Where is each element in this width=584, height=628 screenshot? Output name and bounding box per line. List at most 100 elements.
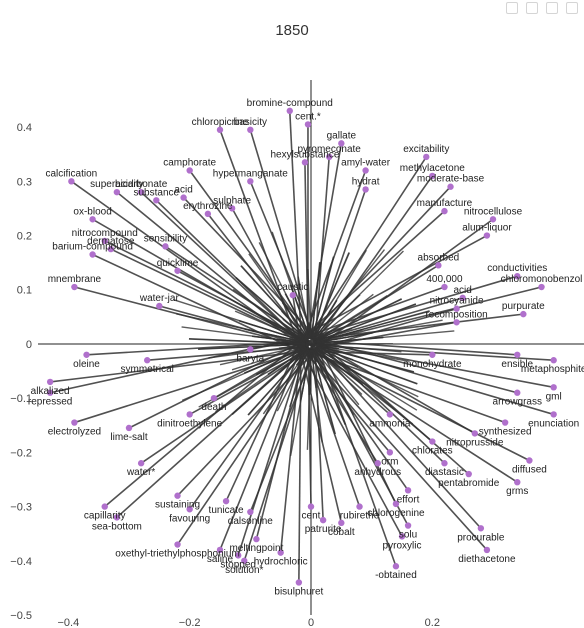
data-point[interactable]	[429, 351, 436, 358]
data-point[interactable]	[235, 552, 242, 559]
data-point[interactable]	[483, 232, 491, 239]
data-point[interactable]	[46, 378, 54, 386]
data-point[interactable]	[113, 188, 121, 196]
data-point[interactable]	[338, 140, 345, 147]
data-point[interactable]	[137, 460, 145, 467]
data-point[interactable]	[216, 126, 224, 134]
point-label: amyl-water	[341, 157, 391, 168]
data-point[interactable]	[174, 541, 181, 548]
data-point[interactable]	[514, 478, 521, 486]
spoke-line	[311, 349, 336, 435]
data-point[interactable]	[423, 153, 430, 161]
data-point[interactable]	[295, 579, 303, 586]
data-point[interactable]	[501, 419, 509, 426]
data-point[interactable]	[362, 167, 369, 174]
data-point[interactable]	[71, 283, 78, 291]
data-point[interactable]	[459, 294, 466, 302]
data-point[interactable]	[392, 563, 400, 570]
home-icon[interactable]	[566, 2, 578, 14]
data-point[interactable]	[222, 497, 230, 505]
data-point[interactable]	[550, 357, 557, 364]
data-point[interactable]	[156, 302, 163, 310]
data-point[interactable]	[113, 514, 121, 521]
data-point[interactable]	[441, 460, 448, 467]
data-point[interactable]	[228, 205, 236, 212]
data-point[interactable]	[46, 389, 54, 396]
data-point[interactable]	[550, 411, 557, 418]
data-point[interactable]	[247, 126, 254, 134]
spoke-line	[307, 339, 409, 526]
data-point[interactable]	[137, 188, 145, 196]
data-point[interactable]	[301, 159, 309, 166]
modebar[interactable]	[506, 2, 578, 16]
data-point[interactable]	[453, 305, 460, 312]
data-point[interactable]	[404, 522, 412, 529]
data-point[interactable]	[307, 503, 315, 510]
data-point[interactable]	[514, 389, 521, 396]
data-point[interactable]	[441, 207, 448, 215]
data-point[interactable]	[153, 197, 160, 204]
zoom-icon[interactable]	[526, 2, 538, 14]
data-point[interactable]	[326, 153, 333, 161]
data-point[interactable]	[429, 438, 436, 445]
data-point[interactable]	[429, 172, 436, 180]
data-point[interactable]	[471, 430, 478, 437]
data-point[interactable]	[477, 525, 485, 532]
data-point[interactable]	[550, 384, 557, 391]
data-point[interactable]	[319, 516, 327, 524]
data-point[interactable]	[520, 310, 527, 318]
data-point[interactable]	[362, 186, 369, 193]
data-point[interactable]	[526, 457, 533, 464]
data-point[interactable]	[144, 357, 151, 364]
data-point[interactable]	[514, 272, 521, 280]
data-point[interactable]	[210, 394, 218, 402]
data-point[interactable]	[538, 283, 545, 291]
data-point[interactable]	[514, 351, 521, 358]
data-point[interactable]	[435, 262, 442, 269]
data-point[interactable]	[162, 243, 169, 250]
data-point[interactable]	[441, 283, 448, 291]
data-point[interactable]	[453, 319, 460, 326]
data-point[interactable]	[404, 487, 412, 494]
point-label: oleine	[73, 359, 100, 370]
data-point[interactable]	[304, 121, 312, 128]
data-point[interactable]	[101, 503, 108, 510]
data-point[interactable]	[465, 470, 472, 478]
data-point[interactable]	[180, 194, 187, 201]
data-point[interactable]	[386, 449, 394, 456]
data-point[interactable]	[253, 535, 260, 543]
data-point[interactable]	[483, 546, 491, 554]
pan-icon[interactable]	[546, 2, 558, 14]
data-point[interactable]	[356, 503, 363, 510]
data-point[interactable]	[83, 351, 90, 358]
data-point[interactable]	[125, 424, 133, 432]
data-point[interactable]	[447, 183, 454, 190]
data-point[interactable]	[186, 167, 193, 174]
data-point[interactable]	[89, 251, 96, 258]
data-point[interactable]	[68, 178, 75, 185]
data-point[interactable]	[247, 346, 254, 353]
data-point[interactable]	[204, 210, 212, 218]
data-point[interactable]	[286, 107, 293, 115]
data-point[interactable]	[71, 419, 78, 426]
data-point[interactable]	[338, 519, 345, 527]
data-point[interactable]	[241, 557, 248, 564]
data-point[interactable]	[398, 533, 406, 540]
data-point[interactable]	[374, 460, 381, 467]
data-point[interactable]	[89, 216, 96, 223]
data-point[interactable]	[186, 411, 193, 418]
data-point[interactable]	[107, 245, 115, 253]
data-point[interactable]	[392, 500, 400, 508]
data-point[interactable]	[186, 506, 193, 513]
camera-icon[interactable]	[506, 2, 518, 14]
data-point[interactable]	[174, 267, 181, 274]
data-point[interactable]	[174, 492, 181, 499]
data-point[interactable]	[277, 549, 284, 556]
data-point[interactable]	[289, 291, 296, 299]
data-point[interactable]	[101, 237, 108, 245]
data-point[interactable]	[247, 178, 254, 185]
data-point[interactable]	[489, 216, 497, 223]
data-point[interactable]	[386, 411, 394, 418]
data-point[interactable]	[216, 546, 224, 554]
data-point[interactable]	[247, 508, 254, 516]
